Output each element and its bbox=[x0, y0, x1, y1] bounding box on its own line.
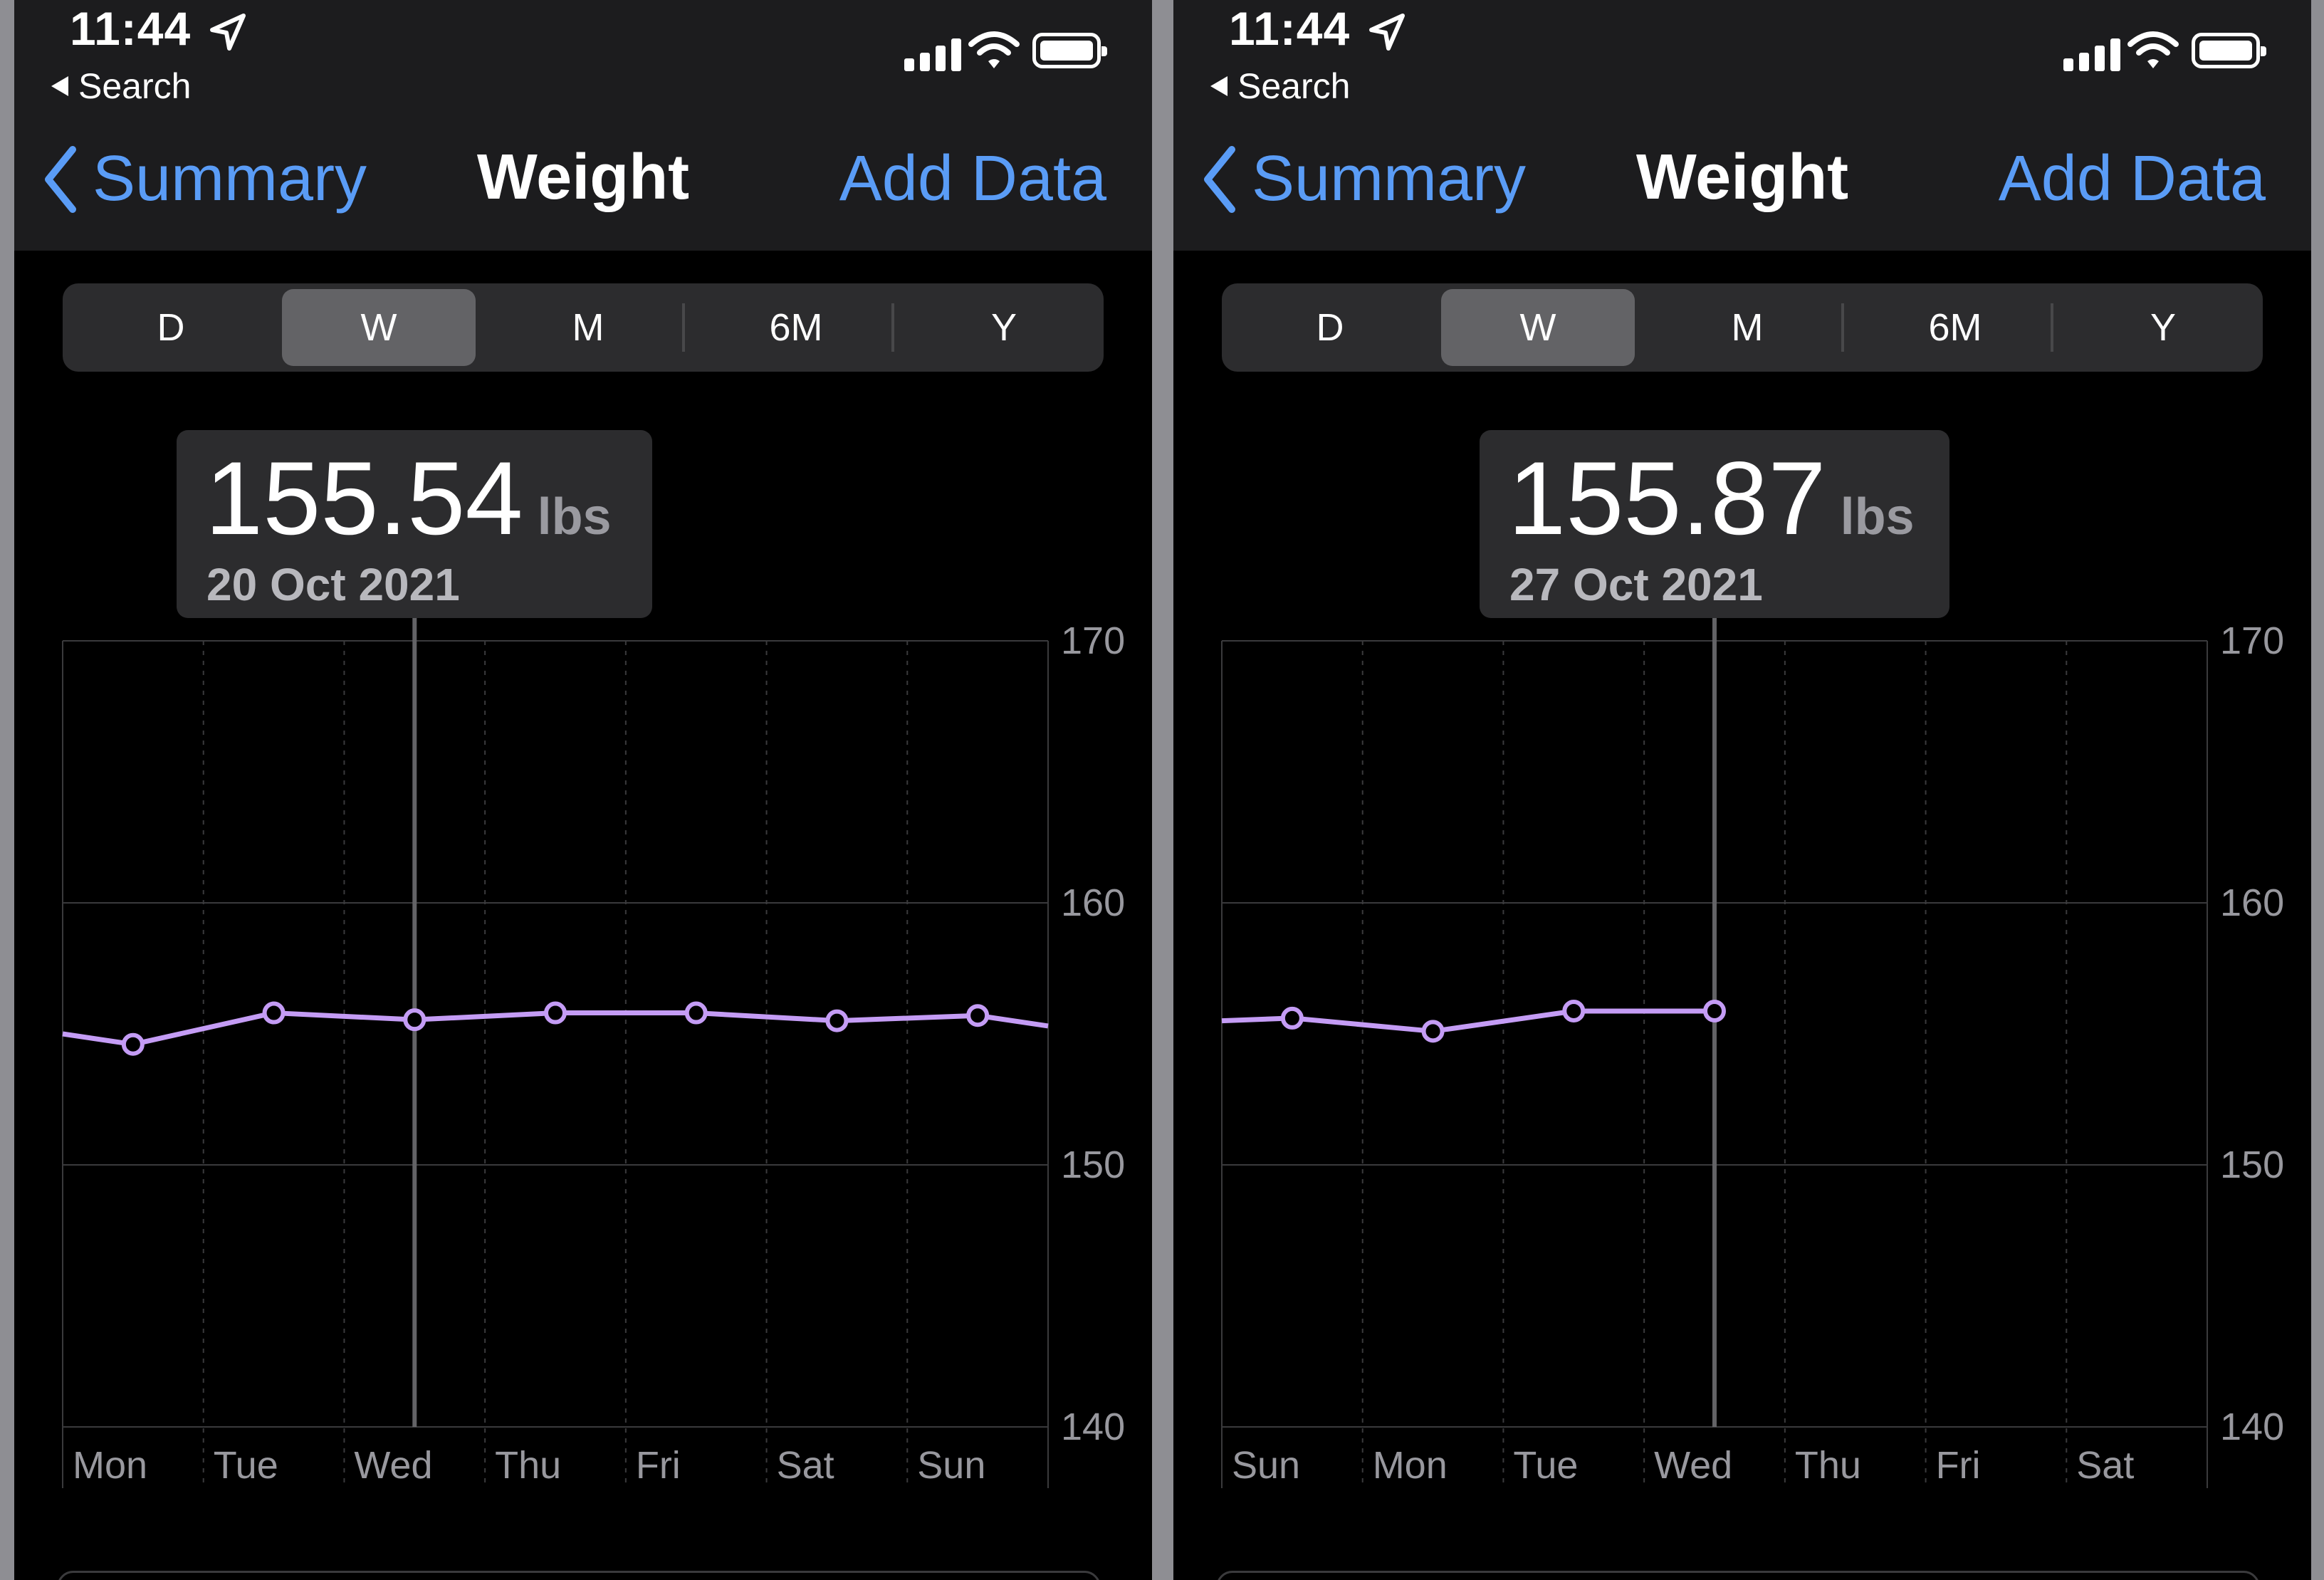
add-data-button[interactable]: Add Data bbox=[1998, 143, 2266, 214]
weight-data-point bbox=[1562, 999, 1586, 1022]
segment-year[interactable]: Y bbox=[2150, 306, 2177, 349]
wifi-icon bbox=[968, 31, 1020, 68]
weight-data-point bbox=[1703, 999, 1726, 1022]
y-axis-tick-label: 140 bbox=[1061, 1406, 1125, 1448]
segment-year[interactable]: Y bbox=[990, 306, 1017, 349]
segment-six-months[interactable]: 6M bbox=[1928, 306, 1982, 349]
y-axis-tick-label: 150 bbox=[2220, 1144, 2284, 1186]
x-axis-day-label: Fri bbox=[1936, 1444, 1981, 1487]
wifi-icon bbox=[2127, 31, 2179, 68]
weight-data-point bbox=[966, 1004, 990, 1027]
weight-line-chart[interactable]: 170 160 150 140 Mon Tue Wed Thu Fri Sat Sun bbox=[14, 0, 1152, 1580]
weight-unit: lbs bbox=[537, 488, 612, 545]
segment-month[interactable]: M bbox=[572, 306, 604, 349]
x-axis-day-label: Mon bbox=[73, 1444, 147, 1487]
y-axis-tick-label: 170 bbox=[1061, 619, 1125, 662]
selected-date: 27 Oct 2021 bbox=[1509, 559, 1763, 610]
weight-data-point bbox=[544, 1001, 567, 1025]
segment-day[interactable]: D bbox=[1316, 306, 1344, 349]
segment-week[interactable]: W bbox=[282, 289, 476, 366]
y-axis-tick-label: 160 bbox=[1061, 881, 1125, 924]
back-app-label: Search bbox=[1237, 66, 1351, 106]
x-axis-day-label: Mon bbox=[1373, 1444, 1448, 1487]
weight-data-point bbox=[684, 1001, 708, 1025]
location-arrow-icon bbox=[1369, 14, 1405, 51]
back-triangle-icon bbox=[51, 76, 68, 96]
segment-divider bbox=[891, 303, 894, 352]
back-app-label: Search bbox=[78, 66, 192, 106]
y-axis-tick-label: 160 bbox=[2220, 881, 2284, 924]
segment-day[interactable]: D bbox=[157, 306, 185, 349]
page-title: Weight bbox=[1635, 142, 1849, 213]
selected-weight: 155.54 lbs bbox=[205, 439, 612, 558]
phone-panel-right: 11:44 Search Summary Weight Add Data D W bbox=[1173, 0, 2311, 1580]
weight-data-point bbox=[262, 1001, 286, 1025]
x-axis-day-label: Sun bbox=[917, 1444, 985, 1487]
battery-icon bbox=[2192, 33, 2266, 68]
status-time: 11:44 bbox=[70, 2, 192, 55]
location-arrow-icon bbox=[210, 14, 246, 51]
back-triangle-icon bbox=[1210, 76, 1228, 96]
cellular-signal-icon bbox=[2063, 38, 2120, 71]
weight-unit: lbs bbox=[1840, 488, 1915, 545]
x-axis-day-label: Wed bbox=[1654, 1444, 1732, 1487]
summary-back-button[interactable]: Summary bbox=[43, 142, 367, 216]
selected-value-tooltip: 155.87 lbs 27 Oct 2021 bbox=[1480, 430, 1949, 618]
selected-date: 20 Oct 2021 bbox=[206, 559, 460, 610]
segment-divider bbox=[2051, 303, 2053, 352]
y-axis-tick-label: 170 bbox=[2220, 619, 2284, 662]
chevron-left-icon bbox=[45, 145, 76, 213]
weight-data-point bbox=[121, 1032, 145, 1056]
weight-data-point bbox=[1280, 1006, 1304, 1030]
x-axis-day-label: Sat bbox=[777, 1444, 834, 1487]
segment-six-months[interactable]: 6M bbox=[769, 306, 823, 349]
weight-data-point bbox=[825, 1009, 849, 1032]
segment-divider bbox=[1841, 303, 1844, 352]
battery-icon bbox=[1032, 33, 1107, 68]
add-data-button[interactable]: Add Data bbox=[839, 143, 1106, 214]
summary-back-label: Summary bbox=[1252, 143, 1527, 214]
phone-panel-left: 11:44 Search Summary Weight Add Data D W bbox=[14, 0, 1152, 1580]
weight-data-point bbox=[403, 1008, 426, 1032]
selected-weight: 155.87 lbs bbox=[1508, 439, 1915, 558]
x-axis-day-label: Thu bbox=[495, 1444, 561, 1487]
back-to-search-link[interactable]: Search bbox=[1210, 66, 1350, 107]
x-axis-day-label: Sun bbox=[1232, 1444, 1300, 1487]
x-axis-day-label: Tue bbox=[214, 1444, 278, 1487]
segment-month[interactable]: M bbox=[1731, 306, 1764, 349]
summary-back-label: Summary bbox=[93, 143, 367, 214]
segment-week[interactable]: W bbox=[1441, 289, 1635, 366]
status-time: 11:44 bbox=[1229, 2, 1351, 55]
navigation-bar: 11:44 Search Summary Weight Add Data bbox=[1173, 0, 2311, 251]
summary-back-button[interactable]: Summary bbox=[1202, 142, 1526, 216]
bottom-card-edge bbox=[57, 1571, 1101, 1580]
y-axis-tick-label: 150 bbox=[1061, 1144, 1125, 1186]
chevron-left-icon bbox=[1204, 145, 1235, 213]
x-axis-day-label: Thu bbox=[1795, 1444, 1861, 1487]
segment-divider bbox=[682, 303, 685, 352]
selected-value-tooltip: 155.54 lbs 20 Oct 2021 bbox=[177, 430, 652, 618]
x-axis-day-label: Sat bbox=[2076, 1444, 2134, 1487]
navigation-bar: 11:44 Search Summary Weight Add Data bbox=[14, 0, 1152, 251]
x-axis-day-label: Fri bbox=[636, 1444, 681, 1487]
page-title: Weight bbox=[476, 142, 690, 213]
time-range-segmented-control: D W M 6M Y bbox=[1222, 283, 2263, 372]
weight-data-point bbox=[1421, 1020, 1445, 1043]
cellular-signal-icon bbox=[904, 38, 961, 71]
bottom-card-edge bbox=[1216, 1571, 2260, 1580]
back-to-search-link[interactable]: Search bbox=[51, 66, 191, 107]
time-range-segmented-control: D W M 6M Y bbox=[63, 283, 1104, 372]
y-axis-tick-label: 140 bbox=[2220, 1406, 2284, 1448]
weight-line-chart[interactable]: 170 160 150 140 Sun Mon Tue Wed Thu Fri Sat bbox=[1173, 0, 2311, 1580]
selected-weight-value: 155.54 bbox=[205, 440, 523, 556]
x-axis-day-label: Wed bbox=[354, 1444, 432, 1487]
selected-weight-value: 155.87 bbox=[1508, 440, 1826, 556]
x-axis-day-label: Tue bbox=[1513, 1444, 1578, 1487]
